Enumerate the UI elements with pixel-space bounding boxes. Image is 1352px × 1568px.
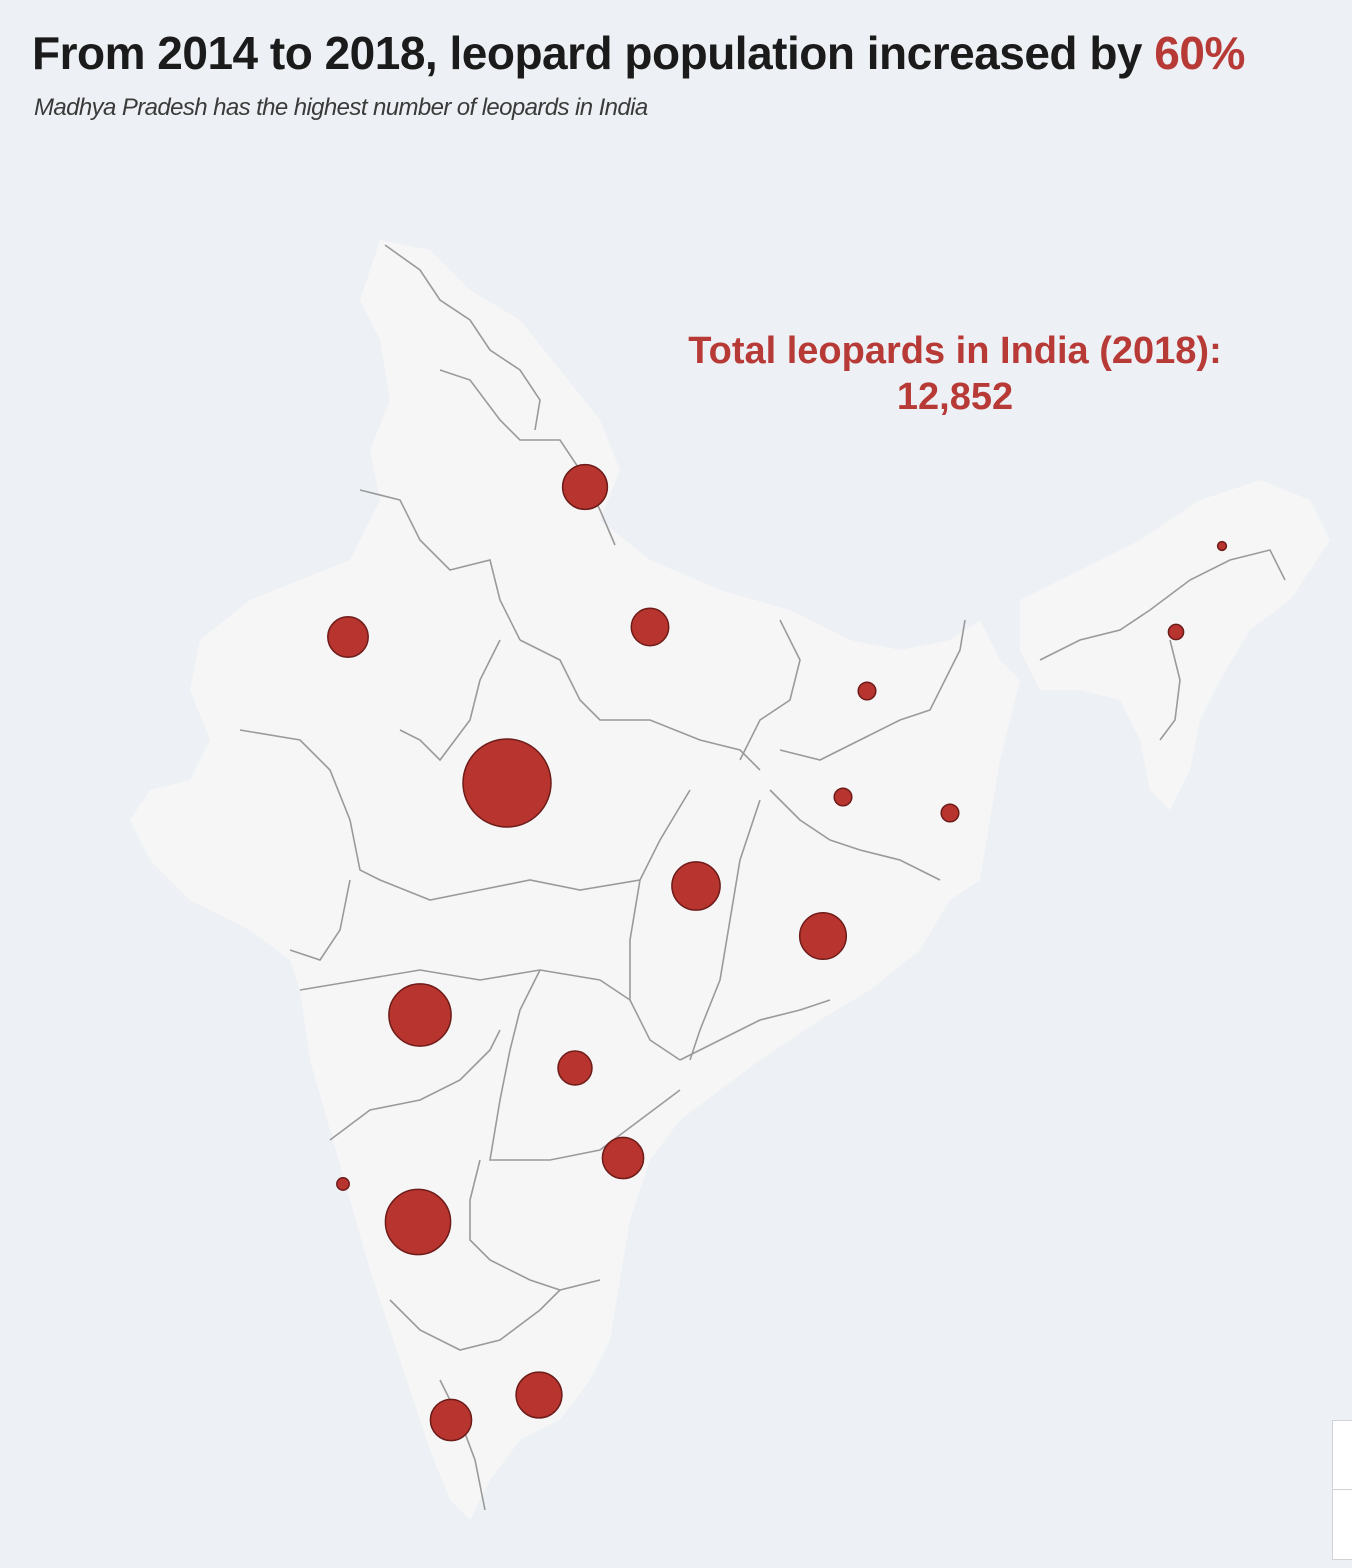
border-gujarat bbox=[289, 879, 351, 961]
bubble-madhya-pradesh bbox=[462, 738, 552, 828]
border-telangana bbox=[489, 969, 681, 1161]
zoom-control-icon[interactable] bbox=[1332, 1420, 1352, 1560]
bubble-uttarakhand bbox=[561, 463, 609, 511]
bubble-telangana bbox=[557, 1050, 593, 1086]
state-borders bbox=[239, 244, 1286, 1511]
bubble-tamil-nadu bbox=[515, 1371, 563, 1419]
bubble-bihar bbox=[857, 681, 877, 701]
border-chhattisgarh bbox=[629, 789, 691, 1061]
leopard-bubbles bbox=[327, 463, 1228, 1442]
border-punjab-haryana bbox=[359, 489, 521, 641]
chart-title: From 2014 to 2018, leopard population in… bbox=[32, 26, 1245, 80]
border-odisha-ap bbox=[679, 999, 831, 1061]
india-northeast bbox=[1020, 480, 1330, 810]
title-prefix: From 2014 to 2018, leopard population in… bbox=[32, 27, 1155, 79]
bubble-rajasthan bbox=[327, 616, 369, 658]
bubble-west-bengal bbox=[940, 803, 960, 823]
border-chhattisgarh-odisha bbox=[689, 799, 761, 1061]
bubble-kerala bbox=[429, 1398, 473, 1442]
bubble-karnataka bbox=[384, 1188, 452, 1256]
border-northeast bbox=[1039, 549, 1286, 661]
bubble-uttar-pradesh bbox=[630, 607, 670, 647]
zoom-separator bbox=[1333, 1489, 1352, 1490]
bubble-maharashtra bbox=[388, 983, 452, 1047]
bubble-arunachal-pradesh bbox=[1216, 540, 1228, 552]
border-rajasthan-mp bbox=[239, 729, 641, 901]
border-jk bbox=[384, 244, 541, 431]
border-karnataka-tn bbox=[389, 1289, 561, 1351]
total-label: Total leopards in India (2018): bbox=[688, 330, 1222, 372]
border-bihar bbox=[779, 619, 966, 761]
border-jharkhand bbox=[769, 789, 941, 881]
total-leopards-callout: Total leopards in India (2018): 12,852 bbox=[640, 328, 1270, 420]
landmass-group bbox=[130, 240, 1330, 1520]
bubble-jharkhand bbox=[833, 787, 853, 807]
chart-subtitle: Madhya Pradesh has the highest number of… bbox=[34, 94, 648, 121]
bubble-assam bbox=[1167, 623, 1185, 641]
border-northeast-south bbox=[1159, 639, 1181, 741]
bubble-goa bbox=[336, 1177, 350, 1191]
bubble-chhattisgarh bbox=[671, 861, 721, 911]
bubble-odisha bbox=[798, 911, 848, 961]
total-value: 12,852 bbox=[896, 376, 1014, 418]
border-maharashtra-karnataka bbox=[329, 1029, 501, 1141]
border-up-bihar bbox=[739, 619, 801, 761]
border-rajasthan-up bbox=[399, 639, 501, 762]
border-up-mp bbox=[519, 639, 761, 771]
india-mainland bbox=[130, 240, 1020, 1520]
title-accent: 60% bbox=[1154, 27, 1245, 79]
border-maharashtra bbox=[299, 969, 631, 1001]
bubble-andhra-pradesh bbox=[601, 1136, 645, 1180]
